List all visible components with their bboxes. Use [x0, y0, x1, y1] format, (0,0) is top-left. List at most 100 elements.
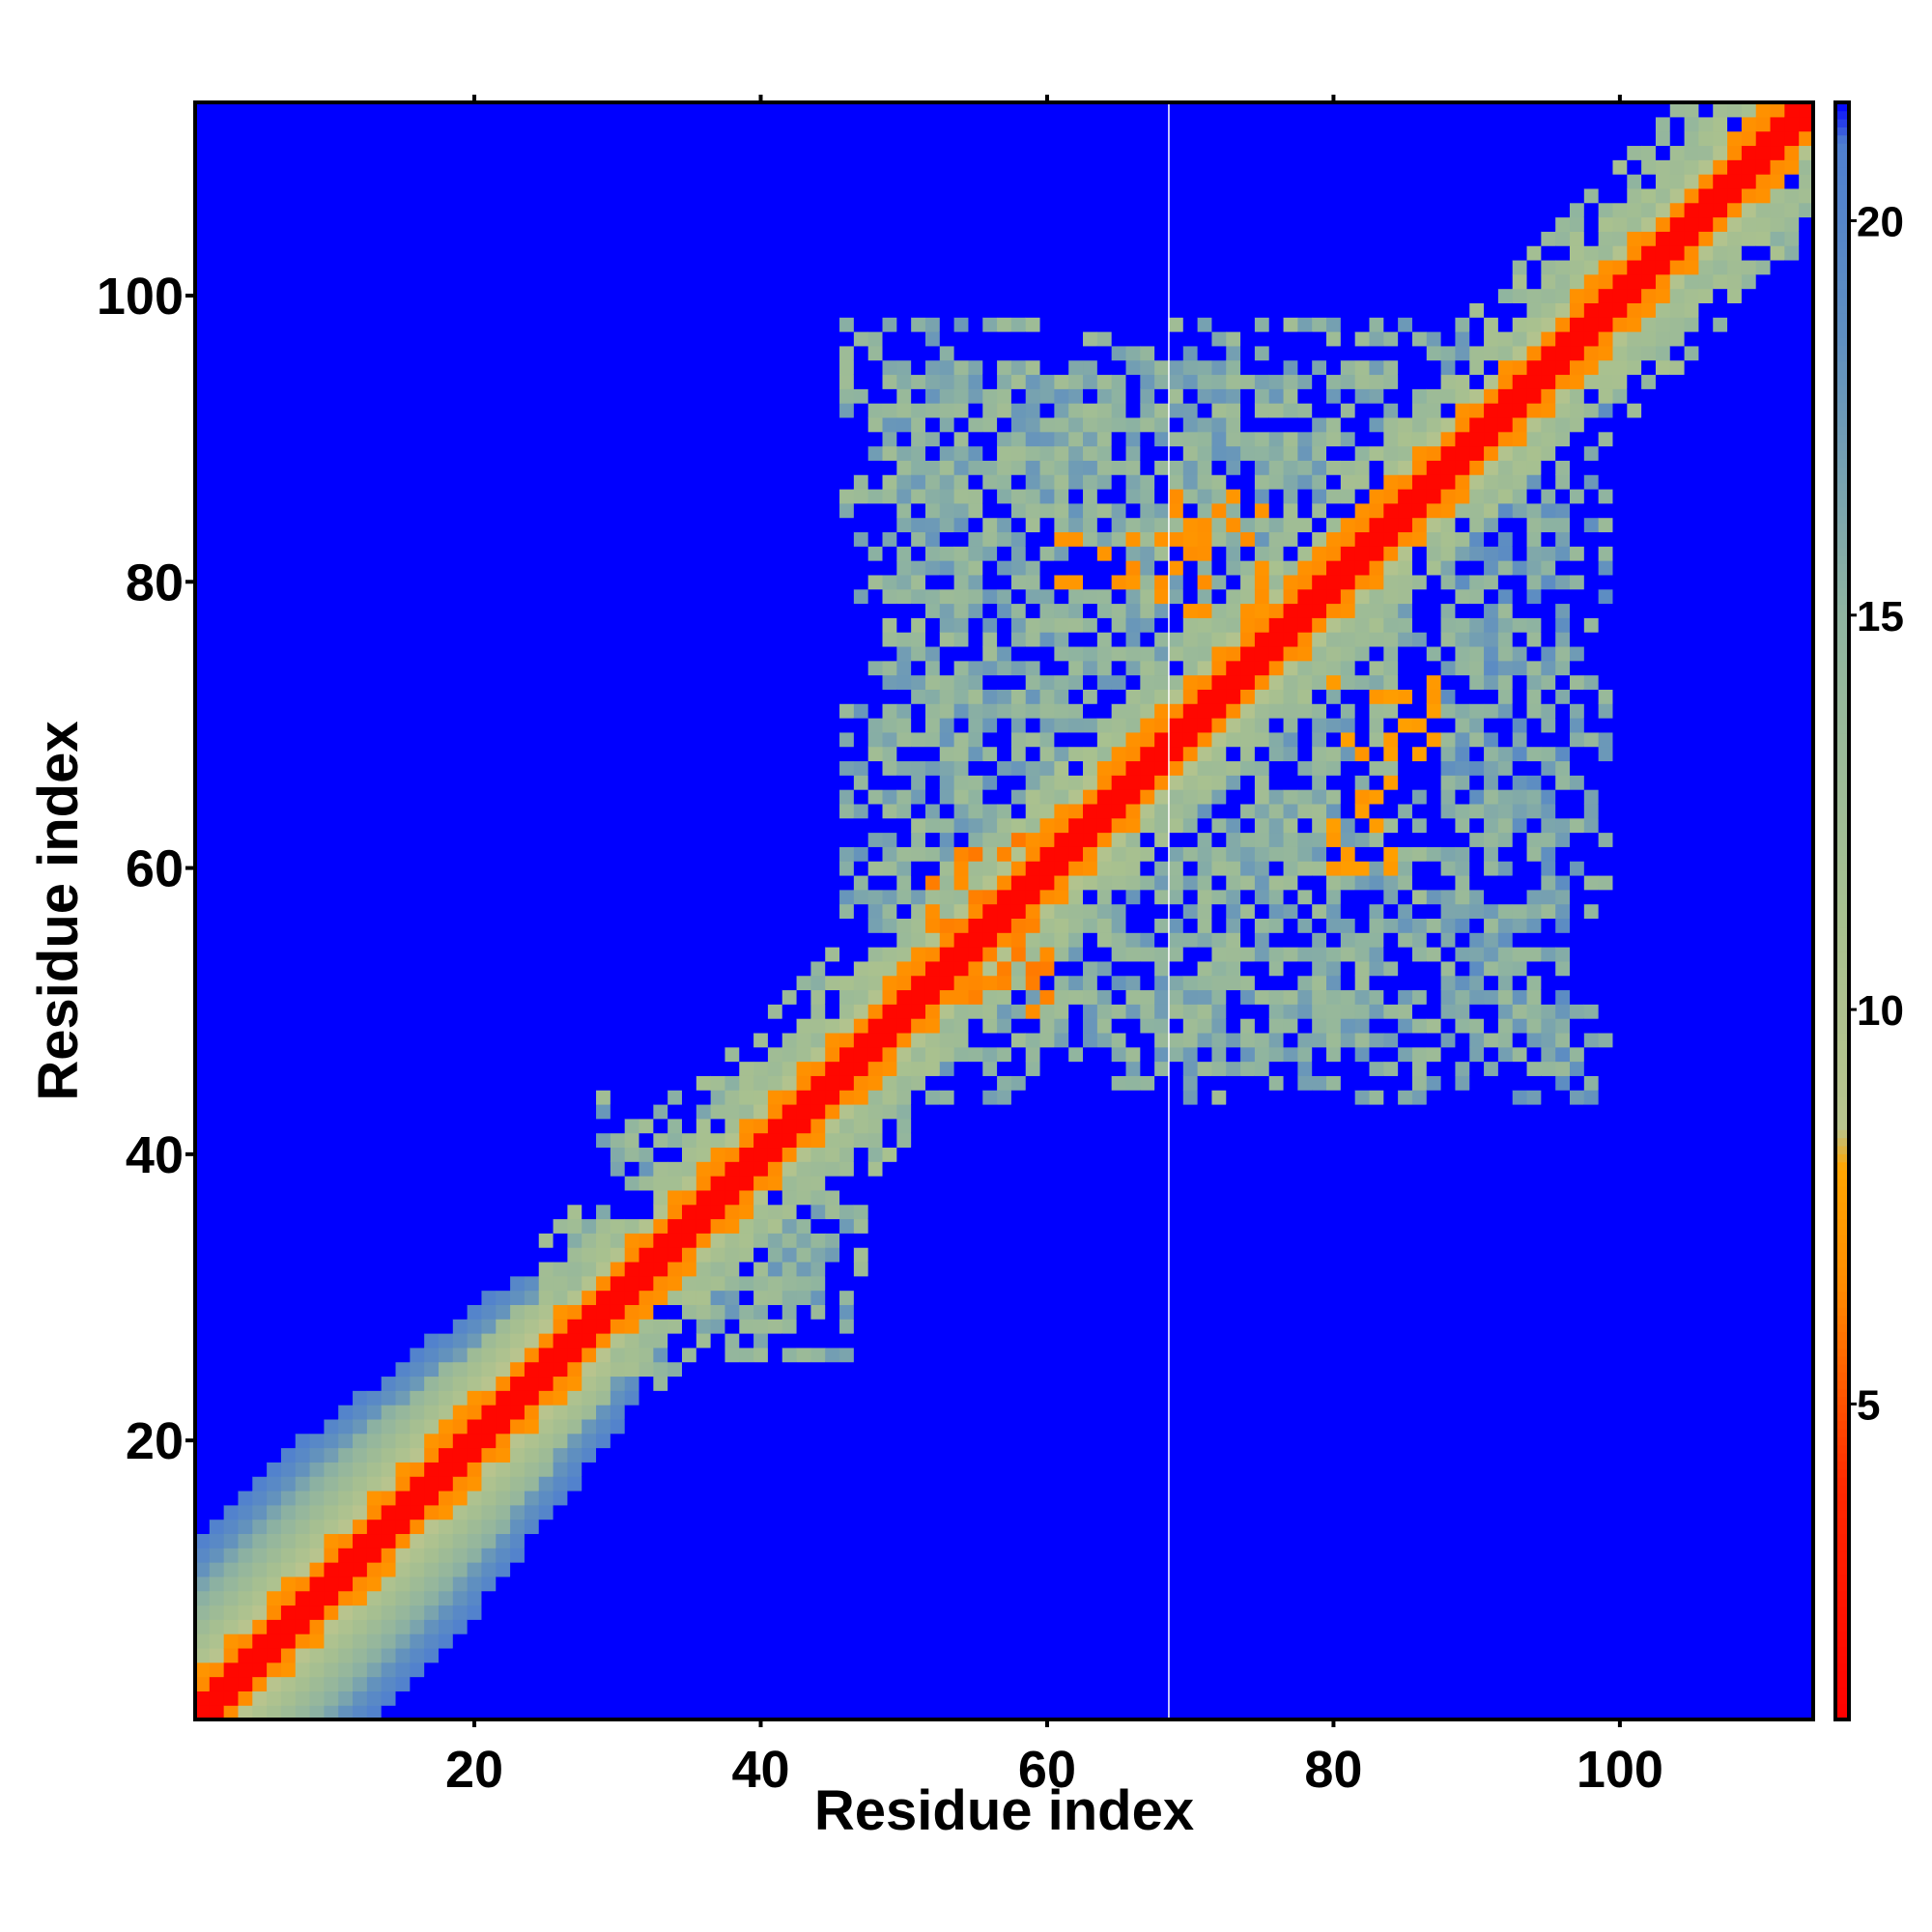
heatmap-cell	[639, 174, 654, 189]
heatmap-cell	[195, 574, 211, 590]
heatmap-cell	[724, 1176, 740, 1191]
heatmap-cell	[424, 1476, 440, 1492]
heatmap-cell	[267, 273, 282, 290]
heatmap-cell	[582, 1176, 597, 1191]
heatmap-cell	[324, 1061, 339, 1076]
heatmap-cell	[796, 817, 811, 834]
heatmap-cell	[810, 1662, 826, 1678]
heatmap-cell	[668, 718, 683, 733]
heatmap-cell	[481, 1562, 497, 1577]
heatmap-cell	[696, 145, 712, 160]
heatmap-cell	[781, 1204, 798, 1220]
heatmap-cell	[252, 1333, 268, 1349]
heatmap-cell	[481, 731, 497, 748]
heatmap-cell	[424, 645, 440, 662]
heatmap-cell	[696, 474, 712, 490]
heatmap-cell	[395, 116, 411, 132]
heatmap-cell	[295, 1562, 311, 1577]
heatmap-cell	[438, 874, 454, 891]
heatmap-cell	[381, 1103, 397, 1120]
heatmap-cell	[710, 331, 726, 347]
heatmap-cell	[781, 947, 798, 962]
heatmap-cell	[395, 1548, 411, 1563]
heatmap-cell	[424, 1576, 440, 1592]
heatmap-cell	[195, 331, 211, 347]
heatmap-cell	[481, 560, 497, 576]
heatmap-cell	[381, 1619, 397, 1634]
heatmap-cell	[381, 932, 397, 948]
heatmap-cell	[481, 174, 497, 189]
heatmap-cell	[481, 1218, 497, 1234]
heatmap-cell	[223, 1161, 240, 1177]
heatmap-cell	[395, 803, 411, 819]
heatmap-cell	[366, 1361, 383, 1378]
heatmap-cell	[309, 488, 325, 504]
heatmap-cell	[567, 1018, 582, 1034]
heatmap-cell	[567, 1247, 582, 1263]
heatmap-cell	[710, 1705, 726, 1720]
heatmap-cell	[781, 574, 798, 590]
heatmap-cell	[753, 903, 769, 919]
heatmap-cell	[353, 1504, 368, 1520]
heatmap-cell	[467, 374, 483, 389]
heatmap-cell	[467, 145, 483, 160]
heatmap-cell	[796, 1004, 811, 1019]
heatmap-cell	[538, 1261, 554, 1277]
heatmap-cell	[739, 1705, 754, 1720]
heatmap-cell	[553, 145, 568, 160]
heatmap-cell	[710, 1090, 726, 1105]
heatmap-cell	[467, 1676, 483, 1691]
heatmap-cell	[252, 718, 268, 733]
heatmap-cell	[252, 1147, 268, 1162]
heatmap-cell	[381, 517, 397, 533]
heatmap-cell	[710, 632, 726, 647]
heatmap-cell	[596, 1562, 611, 1577]
heatmap-cell	[639, 331, 654, 347]
heatmap-cell	[223, 947, 240, 962]
heatmap-cell	[610, 889, 626, 905]
heatmap-cell	[710, 1647, 726, 1663]
heatmap-cell	[366, 861, 383, 876]
heatmap-cell	[596, 1333, 611, 1349]
heatmap-cell	[696, 1304, 712, 1320]
heatmap-cell	[381, 273, 397, 290]
heatmap-cell	[781, 1090, 798, 1105]
heatmap-cell	[538, 1447, 554, 1463]
heatmap-cell	[223, 918, 240, 933]
heatmap-cell	[696, 817, 712, 834]
heatmap-cell	[467, 861, 483, 876]
heatmap-cell	[810, 731, 826, 748]
heatmap-cell	[553, 574, 568, 590]
heatmap-cell	[668, 574, 683, 590]
heatmap-cell	[681, 403, 697, 418]
heatmap-cell	[381, 1647, 397, 1663]
heatmap-cell	[724, 388, 740, 404]
heatmap-cell	[596, 187, 611, 204]
heatmap-cell	[280, 1676, 297, 1691]
heatmap-cell	[195, 202, 211, 218]
heatmap-cell	[395, 1347, 411, 1363]
heatmap-cell	[796, 317, 811, 332]
heatmap-cell	[467, 403, 483, 418]
heatmap-cell	[668, 1275, 683, 1292]
heatmap-cell	[238, 1347, 253, 1363]
heatmap-cell	[767, 1562, 783, 1577]
heatmap-cell	[252, 789, 268, 805]
heatmap-cell	[410, 1590, 425, 1606]
heatmap-cell	[668, 216, 683, 232]
heatmap-cell	[280, 1605, 297, 1620]
heatmap-cell	[567, 1090, 582, 1105]
heatmap-cell	[309, 903, 325, 919]
heatmap-cell	[252, 1576, 268, 1592]
heatmap-cell	[280, 861, 297, 876]
heatmap-cell	[724, 603, 740, 618]
heatmap-cell	[538, 1548, 554, 1563]
heatmap-cell	[438, 731, 454, 748]
heatmap-cell	[653, 846, 668, 862]
heatmap-cell	[710, 1218, 726, 1234]
heatmap-cell	[753, 617, 769, 633]
heatmap-cell	[582, 674, 597, 690]
heatmap-cell	[767, 1605, 783, 1620]
heatmap-cell	[410, 617, 425, 633]
heatmap-cell	[582, 531, 597, 547]
